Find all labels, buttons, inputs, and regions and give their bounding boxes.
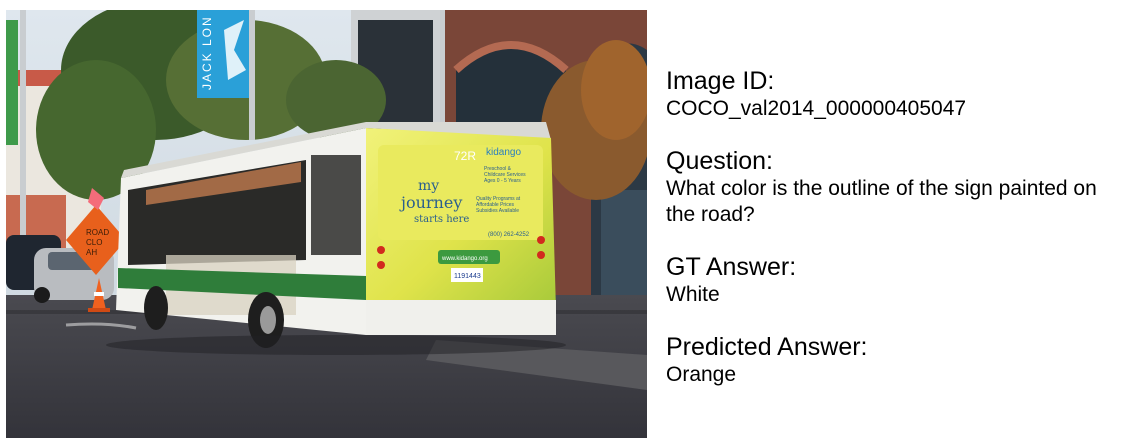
gt-answer-label: GT Answer: xyxy=(666,253,797,281)
ad-line-3: starts here xyxy=(414,214,469,225)
ad-promo-6: Subsidies Available xyxy=(476,208,519,214)
road-closed-sign: ROAD CLO AH xyxy=(66,188,126,275)
license-plate: 1191443 xyxy=(454,273,481,280)
ad-promo-2: Childcare Services xyxy=(484,172,526,178)
image-id-label: Image ID: xyxy=(666,67,775,95)
image-id-block: Image ID: COCO_val2014_000000405047 xyxy=(666,66,1116,122)
road-sign-line-2: CLO xyxy=(86,238,102,247)
predicted-answer-label: Predicted Answer: xyxy=(666,333,868,361)
road-sign-line-3: AH xyxy=(86,248,97,257)
road-sign-line-1: ROAD xyxy=(86,228,109,237)
ad-promo-3: Ages 0 - 5 Years xyxy=(484,178,521,184)
ad-line-1: my xyxy=(418,178,439,194)
ad-promo-4: Quality Programs at xyxy=(476,196,521,202)
ad-phone: (800) 262-4252 xyxy=(488,232,530,238)
street-banner-text: JACK LON xyxy=(200,15,214,90)
predicted-answer-block: Predicted Answer: Orange xyxy=(666,332,1116,388)
street-banner: JACK LON xyxy=(197,10,249,98)
traffic-cone xyxy=(88,278,110,312)
ad-line-2: journey xyxy=(399,193,462,212)
ad-promo-5: Affordable Prices xyxy=(476,202,514,208)
question-block: Question: What color is the outline of t… xyxy=(666,146,1116,228)
ad-brand: kidango xyxy=(486,147,521,158)
route-number: 72R xyxy=(454,149,476,163)
question-label: Question: xyxy=(666,147,774,175)
image-id-value: COCO_val2014_000000405047 xyxy=(666,97,967,120)
gt-answer-value: White xyxy=(666,283,720,306)
ad-promo-1: Preschool & xyxy=(484,166,512,172)
bus: my journey starts here kidango 72R Presc… xyxy=(106,122,566,355)
gt-answer-block: GT Answer: White xyxy=(666,252,1116,308)
predicted-answer-value: Orange xyxy=(666,363,737,386)
photo-bus-street: JACK LON ROAD CLO AH xyxy=(6,10,647,438)
ad-web: www.kidango.org xyxy=(441,256,488,262)
info-panel: Image ID: COCO_val2014_000000405047 Ques… xyxy=(666,66,1116,412)
question-value: What color is the outline of the sign pa… xyxy=(666,177,1097,226)
